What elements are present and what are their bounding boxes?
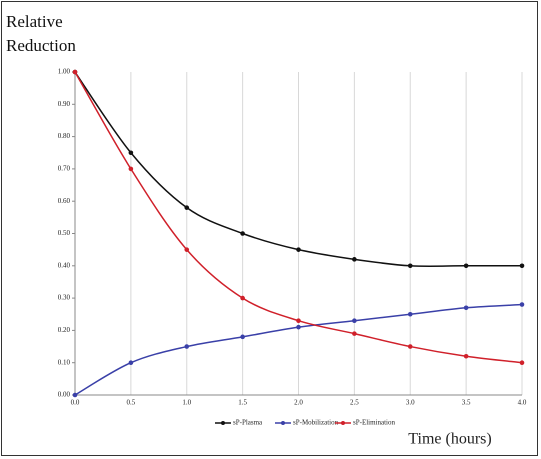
y-tick-label: 0.60: [58, 197, 71, 205]
legend-marker: [341, 421, 345, 425]
data-point: [407, 263, 413, 269]
legend-label: sP-Elimination: [353, 419, 396, 427]
data-point: [519, 263, 525, 269]
x-tick-label: 0.0: [71, 399, 80, 407]
data-point: [240, 334, 245, 340]
data-point: [296, 324, 301, 330]
data-point: [240, 295, 245, 301]
legend-marker: [281, 421, 285, 425]
legend-label: sP-Mobilization: [293, 419, 339, 427]
y-tick-label: 0.20: [58, 326, 71, 334]
data-point: [240, 231, 245, 236]
y-tick-label: 0.70: [58, 165, 71, 173]
data-point: [72, 392, 78, 398]
x-tick-label: 4.0: [518, 399, 527, 407]
data-point: [296, 318, 301, 324]
y-axis-label: Relative Reduction: [6, 12, 76, 55]
data-point: [352, 257, 357, 262]
data-point: [519, 360, 525, 366]
data-point: [407, 344, 413, 349]
data-point: [128, 150, 134, 156]
data-point: [352, 318, 357, 324]
x-tick-label: 3.0: [406, 399, 415, 407]
y-tick-label: 0.90: [58, 100, 71, 108]
series-line: [74, 71, 522, 268]
data-point: [72, 69, 78, 75]
y-tick-label: 0.50: [58, 229, 71, 237]
data-point: [352, 331, 357, 336]
x-tick-label: 3.5: [462, 399, 471, 407]
data-point: [128, 166, 134, 172]
x-axis-label: Time (hours): [408, 431, 491, 448]
data-point: [463, 263, 469, 269]
x-tick-label: 2.0: [294, 399, 303, 407]
y-tick-label: 0.40: [58, 261, 71, 269]
legend-label: sP-Plasma: [233, 419, 263, 427]
y-tick-label: 0.00: [58, 391, 71, 399]
x-tick-label: 1.0: [182, 399, 191, 407]
x-tick-label: 0.5: [127, 399, 136, 407]
data-point: [463, 305, 469, 311]
y-tick-label: 1.00: [58, 68, 71, 76]
data-point: [184, 344, 190, 349]
data-point: [184, 205, 190, 210]
series-line: [74, 71, 523, 364]
data-point: [407, 311, 413, 317]
y-tick-label: 0.10: [58, 358, 71, 366]
x-tick-label: 2.5: [350, 399, 359, 407]
data-point: [519, 302, 525, 307]
y-tick-label: 0.80: [58, 132, 71, 140]
data-point: [463, 353, 469, 359]
y-tick-label: 0.30: [58, 294, 71, 302]
data-point: [184, 247, 190, 252]
data-point: [128, 360, 134, 366]
x-tick-label: 1.5: [238, 399, 247, 407]
data-point: [296, 247, 301, 252]
legend-marker: [221, 421, 225, 425]
